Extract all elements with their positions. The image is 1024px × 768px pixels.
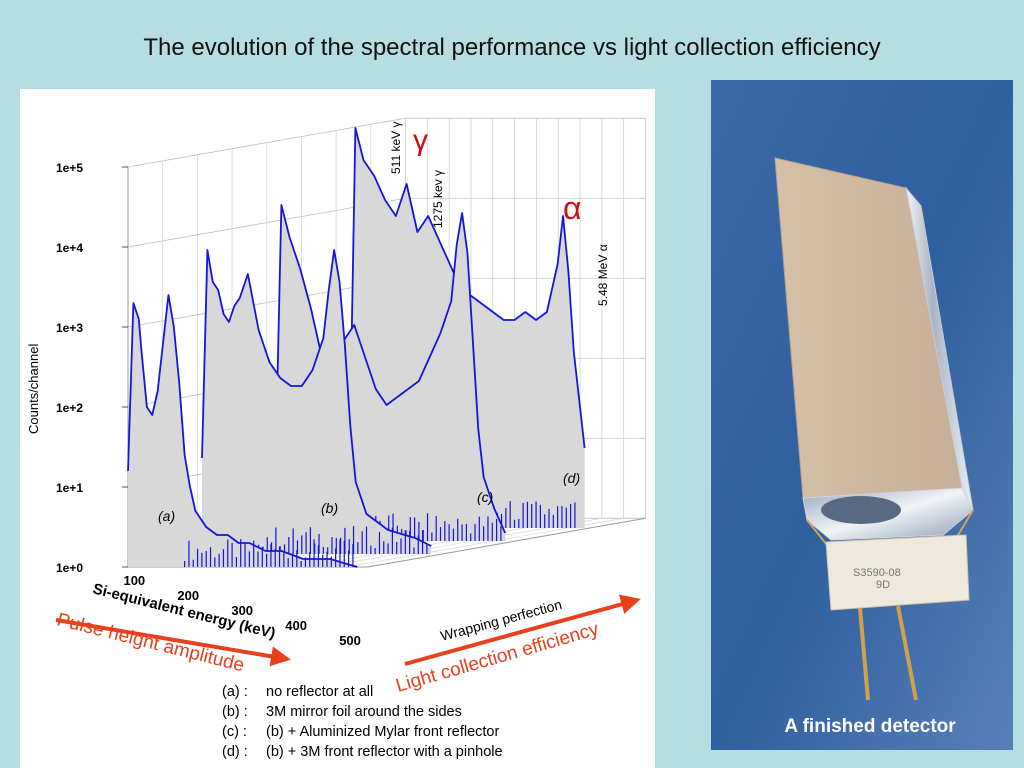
legend-item: (a) : no reflector at all — [222, 684, 374, 700]
module-label-line1: S3590-08 — [853, 567, 901, 579]
y-tick-label: 1e+5 — [56, 161, 83, 175]
chart-labels: (d) (c) (b) (a) — [158, 470, 580, 524]
slide-title: The evolution of the spectral performanc… — [143, 34, 881, 61]
floor-edge — [367, 517, 646, 568]
x-tick-label: 500 — [339, 633, 361, 648]
x-tick-label: 400 — [285, 618, 307, 633]
x-tick-label: 200 — [177, 588, 199, 603]
y-tick-label: 1e+1 — [56, 481, 83, 495]
series-line — [275, 204, 507, 534]
series-label: (a) — [158, 508, 175, 524]
series-area — [128, 295, 358, 567]
pulse-height-arrow — [55, 618, 291, 667]
series-label: (d) — [563, 470, 580, 486]
pin — [858, 607, 870, 701]
y-tick-label: 1e+0 — [56, 561, 83, 575]
module-label-line2: 9D — [876, 579, 890, 591]
detector-window — [821, 496, 901, 524]
series-line — [201, 249, 432, 547]
detector-illustration: S3590-08 9D — [711, 80, 1013, 750]
y-tick-label: 1e+4 — [56, 241, 83, 255]
detector-photo: S3590-08 9D — [711, 80, 1013, 750]
x-tick-label: 300 — [231, 603, 253, 618]
figure-panel: 1e+0 1e+1 1e+2 1e+3 1e+4 1e+5 100 200 300 400 500 … — [20, 89, 655, 768]
x-tick-label: 100 — [123, 573, 145, 588]
series-label: (b) — [321, 500, 338, 516]
y-tick-label: 1e+3 — [56, 321, 83, 335]
legend: (a) : no reflector at all (b) : 3M mirro… — [222, 682, 503, 762]
legend-item: (b) : 3M mirror foil around the sides — [222, 704, 462, 720]
legend-item: (c) : (b) + Aluminized Mylar front refle… — [222, 724, 500, 740]
y-tick-label: 1e+2 — [56, 401, 83, 415]
light-collection-arrow — [404, 594, 641, 666]
legend-item: (d) : (b) + 3M front reflector with a pi… — [222, 744, 503, 760]
series-area — [202, 250, 432, 554]
series-line — [349, 127, 586, 449]
chart-axes: 1e+0 1e+1 1e+2 1e+3 1e+4 1e+5 100 200 300 400 500 — [56, 161, 361, 648]
series-line — [127, 294, 358, 568]
photo-caption: A finished detector — [784, 716, 956, 737]
chart-series — [127, 127, 586, 568]
photodiode-module — [825, 534, 970, 611]
pin — [896, 605, 918, 701]
waterfall-chart: 1e+01e+11e+21e+31e+41e+5100200300400500 … — [55, 117, 646, 667]
series-label: (c) — [477, 489, 493, 505]
